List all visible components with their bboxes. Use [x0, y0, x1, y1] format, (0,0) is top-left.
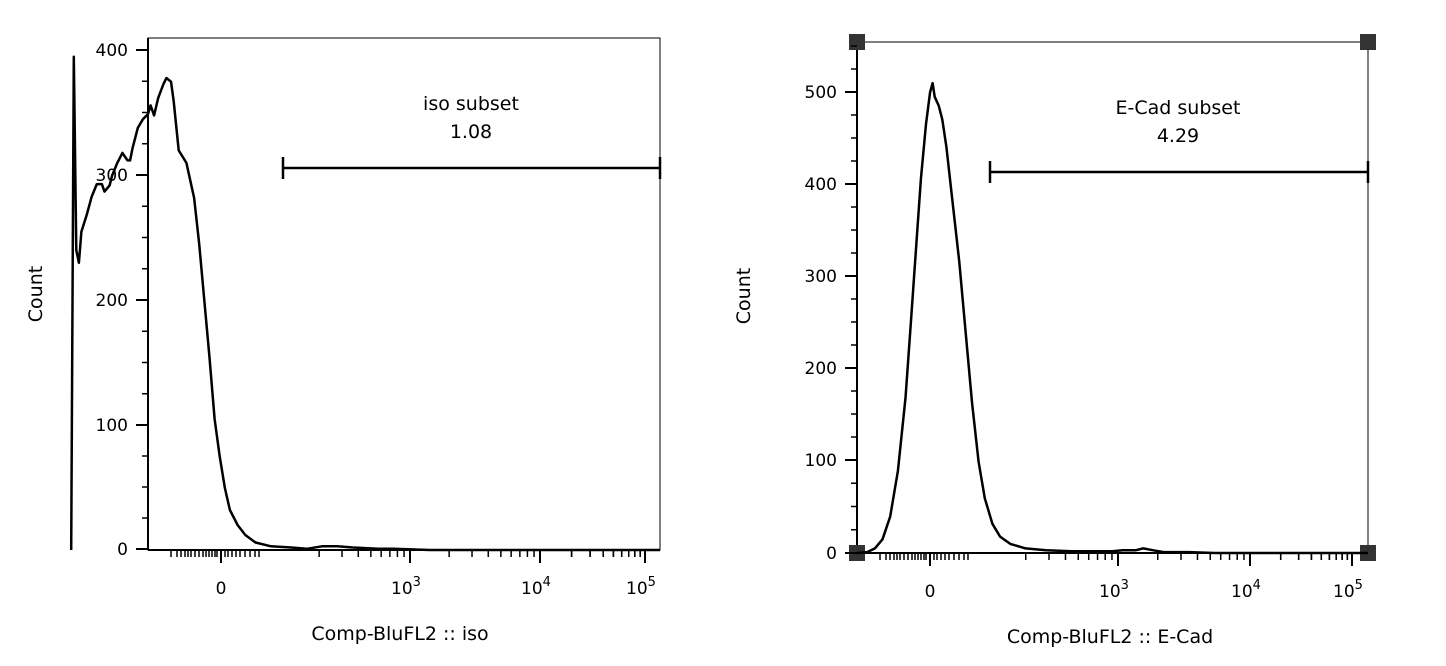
plot-frame [856, 41, 1369, 554]
y-tick-label: 200 [805, 359, 837, 379]
histogram-curve [856, 81, 1368, 555]
x-axis-title: Comp-BluFL2 :: E-Cad [1007, 626, 1213, 648]
x-tick-exponent: 4 [1253, 578, 1261, 593]
x-tick-base: 10 [521, 579, 543, 599]
y-tick-label: 300 [805, 267, 837, 287]
x-tick-label: 103 [1099, 578, 1129, 602]
x-tick-label: 103 [391, 575, 421, 599]
x-axis-title: Comp-BluFL2 :: iso [311, 623, 488, 645]
x-tick-base: 10 [1099, 582, 1121, 602]
x-tick-exponent: 4 [543, 575, 551, 590]
x-tick-label: 0 [216, 579, 227, 599]
y-axis-title: Count [733, 268, 755, 324]
corner-handle [849, 34, 865, 50]
y-tick-label: 500 [805, 83, 837, 103]
x-tick-label: 105 [626, 575, 656, 599]
y-tick-label: 400 [805, 175, 837, 195]
gate-value: 1.08 [450, 121, 492, 143]
y-tick-label: 400 [96, 41, 128, 61]
x-tick-label: 105 [1333, 578, 1363, 602]
x-tick-label: 104 [521, 575, 551, 599]
y-tick-label: 100 [96, 416, 128, 436]
corner-handle [1360, 34, 1376, 50]
x-tick-exponent: 3 [1121, 578, 1129, 593]
x-tick-base: 10 [1333, 582, 1355, 602]
x-tick-label: 104 [1231, 578, 1261, 602]
x-tick-base: 10 [391, 579, 413, 599]
gate-name: iso subset [423, 93, 519, 115]
y-tick-label: 0 [117, 540, 128, 560]
x-tick-base: 10 [626, 579, 648, 599]
x-tick-label: 0 [925, 582, 936, 602]
y-tick-label: 200 [96, 291, 128, 311]
gate-name: E-Cad subset [1116, 97, 1241, 119]
plot-frame [147, 37, 661, 551]
gate-value: 4.29 [1157, 125, 1199, 147]
x-tick-exponent: 5 [1355, 578, 1363, 593]
histogram-curve [69, 55, 660, 552]
x-tick-exponent: 5 [648, 575, 656, 590]
y-tick-label: 0 [826, 544, 837, 564]
y-tick-label: 100 [805, 451, 837, 471]
x-tick-exponent: 3 [413, 575, 421, 590]
y-axis-title: Count [25, 266, 47, 322]
x-tick-base: 10 [1231, 582, 1253, 602]
